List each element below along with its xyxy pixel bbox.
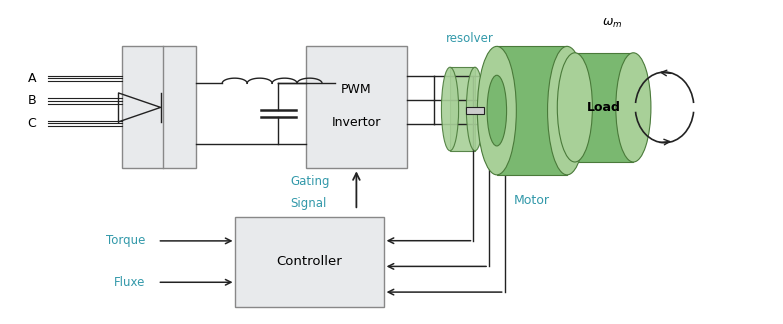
Text: C: C [27,117,37,130]
FancyBboxPatch shape [305,46,407,168]
Ellipse shape [557,53,593,162]
FancyBboxPatch shape [122,46,197,168]
Ellipse shape [478,46,516,175]
Ellipse shape [547,46,586,175]
Text: B: B [28,95,37,108]
Text: Fluxe: Fluxe [114,276,146,289]
Text: Gating: Gating [290,175,330,188]
Text: Invertor: Invertor [332,116,381,129]
Ellipse shape [442,67,459,151]
Bar [497,46,567,175]
Ellipse shape [615,53,651,162]
Text: Torque: Torque [106,234,146,248]
Bar [575,53,633,162]
Text: $\omega_m$: $\omega_m$ [601,17,622,30]
Text: Motor: Motor [514,194,550,207]
Ellipse shape [487,75,507,146]
FancyBboxPatch shape [236,217,384,307]
Text: PWM: PWM [341,83,372,96]
Text: Controller: Controller [276,255,342,268]
Text: resolver: resolver [446,32,494,45]
Text: Signal: Signal [290,197,327,210]
Bar [450,67,475,151]
Text: A: A [28,72,37,85]
Ellipse shape [467,67,484,151]
Bar [467,107,484,114]
Text: Load: Load [587,101,621,114]
